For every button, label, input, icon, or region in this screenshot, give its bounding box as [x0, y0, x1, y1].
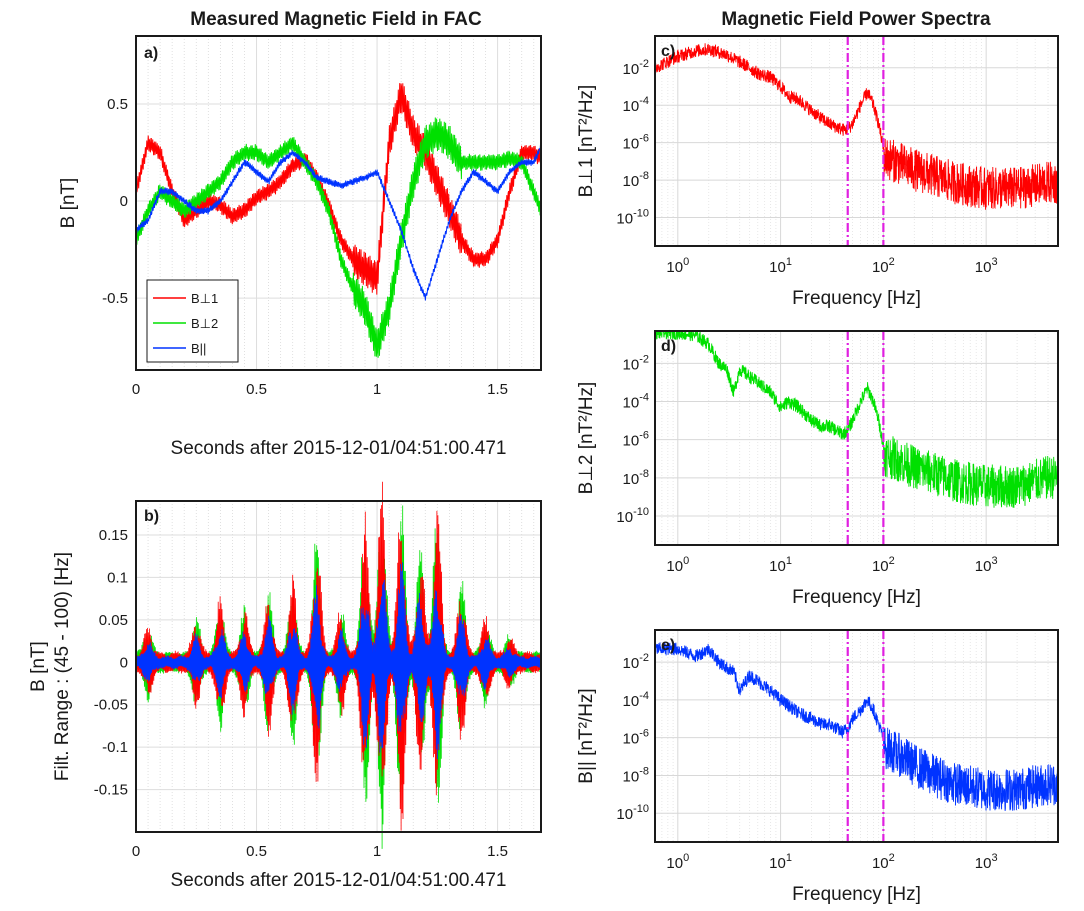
y-tick-label: 0.05	[99, 612, 128, 629]
y-tick-label: 10-8	[623, 765, 649, 785]
y-axis-label-secondary: Filt. Range : (45 - 100) [Hz]	[52, 552, 73, 781]
x-tick-label: 1.5	[487, 843, 508, 860]
legend: B⊥1 B⊥2 B||	[146, 279, 239, 363]
x-axis-label: Frequency [Hz]	[792, 587, 921, 608]
y-tick-label: 10-2	[623, 652, 649, 672]
y-tick-label: -0.1	[102, 739, 128, 756]
y-tick-label: 0.15	[99, 527, 128, 544]
x-tick-label: 1	[373, 381, 381, 398]
x-axis-label: Seconds after 2015-12-01/04:51:00.471	[171, 870, 507, 891]
axes-box	[654, 629, 1059, 843]
axes-box	[135, 500, 542, 833]
x-tick-label: 1.5	[487, 381, 508, 398]
y-tick-label: 10-6	[623, 133, 649, 153]
panel-d: 100 101 102 103 10-10 10-8 10-6 10-4 10-2 d) Frequ…	[576, 329, 1059, 608]
x-tick-label: 0	[132, 843, 140, 860]
title-right: Magnetic Field Power Spectra	[721, 9, 991, 30]
y-tick-label: 0	[120, 654, 128, 671]
series-line-a-1	[135, 117, 542, 358]
y-tick-label: -0.15	[94, 782, 128, 799]
y-tick-label: 10-8	[623, 170, 649, 190]
panel-label: e)	[661, 637, 675, 654]
legend-entry: B⊥1	[191, 291, 218, 306]
x-axis-label: Seconds after 2015-12-01/04:51:00.471	[171, 438, 507, 459]
x-tick-label: 100	[666, 852, 689, 872]
y-tick-label: -0.5	[102, 290, 128, 307]
x-tick-label: 101	[769, 256, 792, 276]
x-axis-label: Frequency [Hz]	[792, 288, 921, 309]
y-tick-label: -0.05	[94, 697, 128, 714]
x-tick-label: 103	[975, 256, 998, 276]
y-tick-label: 10-10	[616, 208, 649, 228]
x-tick-label: 103	[975, 852, 998, 872]
x-tick-label: 103	[975, 555, 998, 575]
series-line-b-2	[135, 562, 542, 760]
legend-entry: B||	[191, 341, 206, 356]
y-tick-label: 10-2	[623, 353, 649, 373]
axes-box	[654, 35, 1059, 247]
x-tick-label: 101	[769, 555, 792, 575]
y-axis-label: B [nT]	[28, 641, 49, 692]
panel-c: 100 101 102 103 10-10 10-8 10-6 10-4 10-2 c) Frequ…	[576, 35, 1059, 309]
x-tick-label: 1	[373, 843, 381, 860]
x-tick-label: 100	[666, 555, 689, 575]
panel-b: 0 0.5 1 1.5 -0.15 -0.1 -0.05 0 0.05 0.1 0.15 b) Seco…	[28, 481, 542, 891]
y-tick-label: 10-6	[623, 728, 649, 748]
x-tick-label: 102	[872, 256, 895, 276]
x-tick-label: 0.5	[246, 381, 267, 398]
spectrum-line	[654, 43, 1059, 210]
y-axis-label: B|| [nT²/Hz]	[576, 688, 597, 783]
y-tick-label: 0.1	[107, 569, 128, 586]
y-tick-label: 0.5	[107, 96, 128, 113]
y-axis-label: B⊥2 [nT²/Hz]	[576, 382, 597, 495]
y-tick-label: 10-2	[623, 58, 649, 78]
panel-label: b)	[144, 508, 159, 525]
spectrum-line	[654, 642, 1059, 811]
y-tick-label: 10-6	[623, 430, 649, 450]
title-left: Measured Magnetic Field in FAC	[190, 9, 482, 30]
y-tick-label: 10-10	[616, 506, 649, 526]
y-axis-label: B [nT]	[58, 178, 79, 229]
y-tick-label: 10-4	[623, 392, 649, 412]
spectrum-line	[654, 329, 1059, 508]
x-tick-label: 102	[872, 555, 895, 575]
axes-box	[654, 330, 1059, 546]
y-tick-label: 10-4	[623, 95, 649, 115]
y-tick-label: 10-4	[623, 690, 649, 710]
panel-a: 0 0.5 1 1.5 -0.5 0 0.5 B⊥1 B⊥2 B|| a) Seconds after…	[58, 35, 542, 459]
x-tick-label: 0.5	[246, 843, 267, 860]
x-tick-label: 101	[769, 852, 792, 872]
series-line-a-2	[135, 142, 542, 301]
y-tick-label: 10-10	[616, 803, 649, 823]
panel-label: a)	[144, 45, 158, 62]
x-axis-label: Frequency [Hz]	[792, 884, 921, 905]
chart-layer: 0 0.5 1 1.5 -0.5 0 0.5 B⊥1 B⊥2 B|| a) Seconds after…	[28, 35, 1059, 905]
panel-e: 100 101 102 103 10-10 10-8 10-6 10-4 10-2 e) Frequ…	[576, 629, 1059, 905]
x-tick-label: 100	[666, 256, 689, 276]
y-axis-label: B⊥1 [nT²/Hz]	[576, 85, 597, 198]
panel-label: d)	[661, 338, 676, 355]
y-tick-label: 0	[120, 193, 128, 210]
x-tick-label: 102	[872, 852, 895, 872]
x-tick-label: 0	[132, 381, 140, 398]
panel-label: c)	[661, 43, 675, 60]
axes-box	[135, 35, 542, 371]
y-tick-label: 10-8	[623, 468, 649, 488]
legend-entry: B⊥2	[191, 316, 218, 331]
